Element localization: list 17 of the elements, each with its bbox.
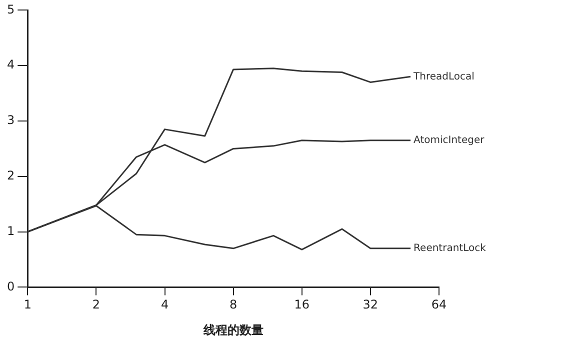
x-tick-label: 2 (92, 298, 100, 312)
y-tick-label: 2 (6, 168, 15, 183)
x-tick-label: 8 (229, 298, 238, 312)
y-tick-label: 3 (6, 113, 15, 128)
x-tick-label: 64 (431, 298, 447, 312)
x-tick-label: 1 (24, 298, 32, 312)
y-tick-label: 5 (6, 2, 15, 16)
y-tick-label: 4 (6, 58, 15, 72)
x-tick-label: 32 (362, 298, 378, 312)
x-tick-label: 4 (160, 298, 169, 312)
y-tick-label: 1 (6, 224, 15, 238)
series-label: ReentrantLock (414, 243, 486, 254)
x-axis-title: 线程的数量 (202, 322, 264, 337)
series-label: ThreadLocal (412, 71, 474, 82)
y-tick-label: 0 (6, 279, 15, 294)
x-tick-label: 16 (294, 298, 310, 312)
series-label: AtomicInteger (414, 134, 486, 146)
